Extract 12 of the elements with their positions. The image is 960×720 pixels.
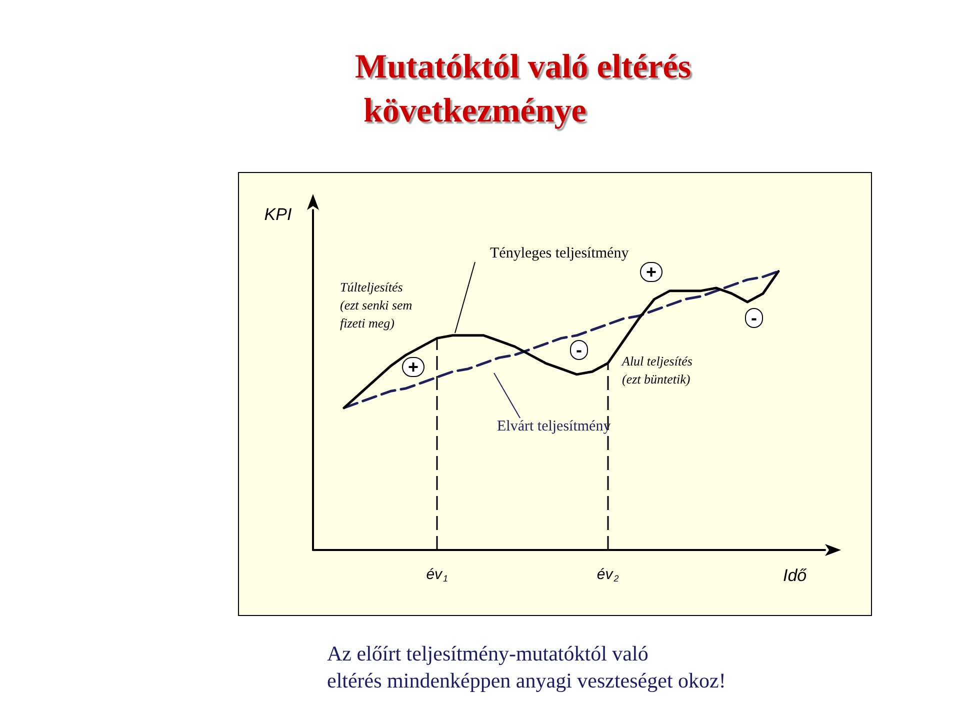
annotation: - [751, 308, 757, 328]
text: Tényleges teljesítmény [490, 246, 630, 262]
annotation: - [576, 340, 582, 360]
annotation: + [408, 357, 419, 377]
text: Az előírt teljesítmény-mutatóktól való eltérés mindenképpen anyagi veszteséget okoz! [327, 642, 726, 692]
annotation: Alul teljesítés (ezt büntetik) [621, 354, 692, 386]
text: Elvárt teljesítmény [497, 418, 612, 434]
x-axis-title: Idő [783, 566, 808, 585]
annotation: Túlteljesítés (ezt senki sem fizeti meg) [340, 280, 412, 330]
annotation: + [646, 262, 657, 282]
y-axis-title: KPI [264, 205, 292, 224]
chart-title: Mutatóktól való eltérés következménye [355, 48, 692, 130]
